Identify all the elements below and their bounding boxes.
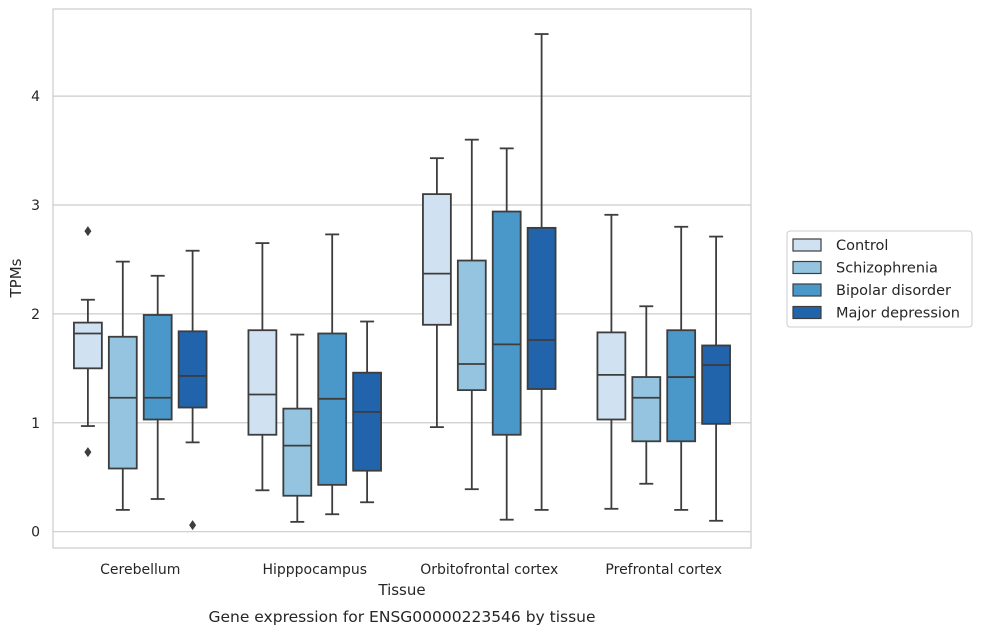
legend-swatch (792, 238, 822, 252)
box-body (422, 193, 452, 326)
box-body (631, 376, 662, 443)
legend-swatch (792, 305, 822, 320)
box-1-0 (107, 260, 138, 511)
y-tick-label: 0 (31, 525, 40, 541)
box-3-2 (526, 33, 557, 511)
box-body (177, 330, 208, 409)
box-3-0 (177, 249, 208, 531)
legend-label: Schizophrenia (836, 261, 938, 277)
outlier-point (84, 226, 92, 237)
outlier-point (189, 520, 197, 531)
x-axis-label: Tissue (377, 581, 425, 599)
box-1-3 (631, 305, 662, 485)
box-body (596, 331, 627, 421)
boxes (73, 33, 731, 531)
box-2-1 (317, 233, 348, 516)
y-tick-label: 3 (31, 198, 40, 214)
box-3-3 (701, 235, 731, 522)
plot-area (52, 8, 752, 549)
box-2-3 (666, 225, 697, 511)
chart-caption: Gene expression for ENSG00000223546 by t… (208, 608, 595, 626)
box-0-0 (73, 226, 103, 458)
box-body (282, 407, 313, 497)
legend-swatch (792, 283, 822, 297)
box-1-2 (456, 138, 487, 491)
box-body (526, 226, 557, 390)
box-2-2 (491, 147, 522, 521)
box-body (666, 329, 697, 443)
box-body (142, 314, 173, 421)
x-tick-labels: Cerebellum Hipppocampus Orbitofrontal cort… (100, 562, 722, 578)
box-0-1 (247, 242, 278, 492)
box-body (317, 332, 348, 486)
box-body (247, 329, 278, 436)
box-body (491, 210, 522, 436)
x-tick-label: Hipppocampus (262, 562, 367, 578)
box-3-1 (352, 320, 382, 504)
y-tick-label: 4 (31, 89, 40, 105)
box-2-0 (142, 274, 173, 500)
box-body (107, 335, 138, 470)
legend-swatch (792, 260, 822, 275)
y-tick-labels: 0 1 2 3 4 (31, 89, 40, 541)
box-0-2 (422, 157, 452, 429)
box-body (701, 344, 731, 425)
legend-label: Major depression (836, 306, 960, 322)
x-tick-label: Cerebellum (100, 562, 180, 578)
legend: Control Schizophrenia Bipolar disorder Majo… (786, 230, 973, 328)
box-0-3 (596, 213, 627, 510)
box-body (73, 321, 103, 370)
legend-frame (786, 230, 973, 328)
box-body (352, 371, 382, 472)
legend-label: Bipolar disorder (836, 283, 951, 299)
y-tick-label: 1 (31, 416, 40, 432)
y-tick-label: 2 (31, 307, 40, 323)
x-tick-label: Prefrontal cortex (605, 562, 722, 578)
box-1-1 (282, 333, 313, 523)
legend-label: Control (836, 238, 888, 254)
y-axis-label: TPMs (7, 258, 25, 298)
x-tick-label: Orbitofrontal cortex (420, 562, 558, 578)
box-body (456, 259, 487, 392)
outlier-point (84, 447, 92, 458)
